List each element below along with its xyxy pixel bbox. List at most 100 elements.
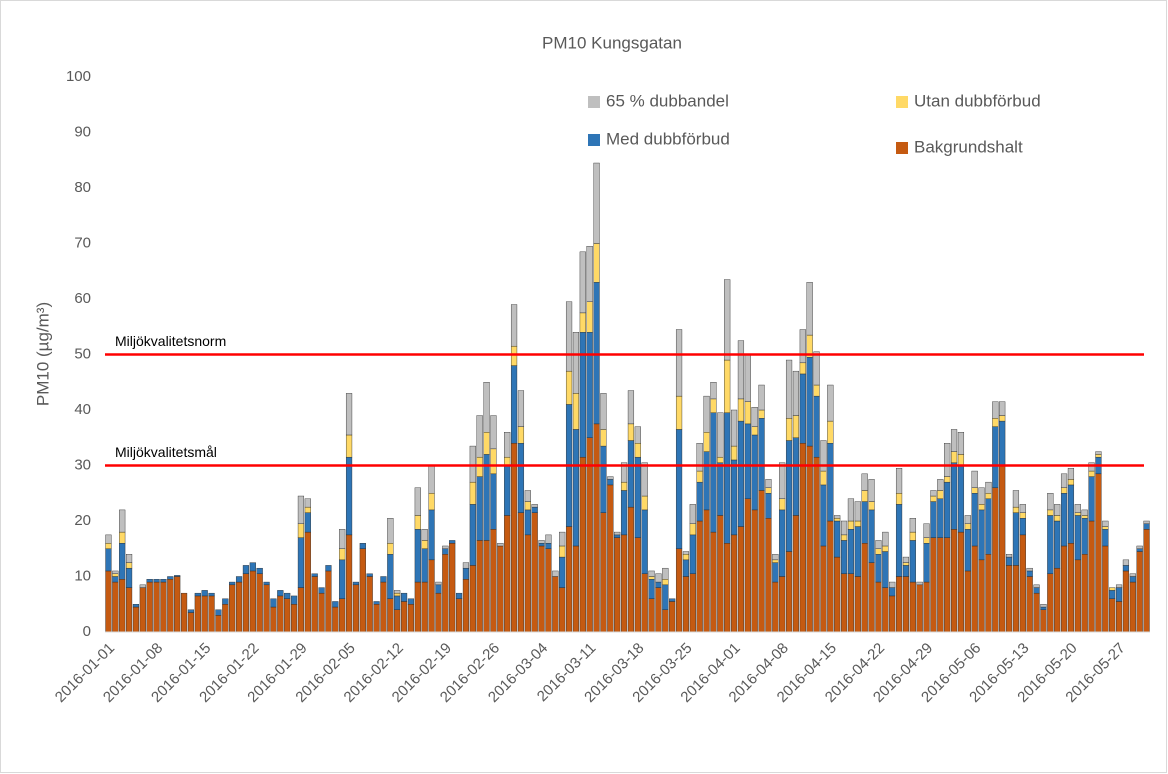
bar-segment (1060, 473, 1068, 488)
bar-segment (889, 587, 896, 597)
bar-segment (772, 559, 779, 563)
bar-segment (806, 445, 813, 633)
bar-segment (593, 162, 600, 244)
bar-segment (909, 540, 916, 583)
bar-segment (930, 490, 937, 497)
bar-segment (284, 598, 291, 633)
bar-segment (717, 462, 724, 516)
bar-segment (1026, 576, 1033, 633)
bar-segment (146, 579, 153, 583)
bar-segment (139, 584, 146, 588)
bar-segment (634, 443, 641, 458)
bar-segment (483, 432, 490, 455)
bar-segment (1122, 565, 1130, 572)
bar-segment (703, 509, 710, 633)
bar-segment (1012, 490, 1020, 508)
bar-segment (125, 567, 133, 588)
bar-segment (579, 456, 586, 633)
bar-segment (696, 470, 703, 483)
bar-segment (875, 581, 882, 633)
bar-segment (1005, 556, 1013, 566)
bar-segment (978, 504, 985, 511)
bar-segment (861, 490, 868, 502)
bar-segment (1026, 570, 1033, 577)
bar-segment (332, 606, 339, 633)
bar-segment (772, 562, 779, 583)
bar-segment (614, 531, 621, 536)
bar-segment (449, 543, 456, 633)
bar-segment (559, 556, 566, 588)
bar-segment (730, 445, 738, 461)
bar-segment (600, 445, 607, 513)
bar-segment (1060, 493, 1068, 547)
bar-segment (971, 493, 978, 547)
bar-segment (751, 426, 758, 436)
bar-segment (889, 595, 896, 633)
bar-segment (407, 604, 415, 633)
bar-segment (235, 576, 243, 583)
bar-segment (421, 548, 428, 583)
bar-segment (235, 581, 243, 633)
bar-segment (627, 506, 635, 633)
bar-segment (497, 543, 504, 547)
bar-segment (978, 559, 985, 633)
bar-segment (999, 415, 1006, 422)
legend-label: Bakgrundshalt (914, 137, 1023, 156)
bar-segment (978, 487, 985, 505)
bar-segment (1012, 512, 1020, 566)
bar-segment (380, 576, 387, 583)
bar-segment (1136, 548, 1143, 552)
bar-segment (277, 590, 284, 597)
y-tick-label: 40 (74, 401, 91, 418)
bar-segment (957, 432, 965, 455)
bar-segment (854, 520, 861, 527)
bar-segment (724, 279, 731, 361)
bar-segment (517, 512, 525, 633)
y-tick-label: 0 (83, 623, 91, 640)
bar-segment (834, 520, 841, 558)
bar-segment (930, 501, 937, 538)
bar-segment (187, 609, 195, 613)
bar-segment (792, 515, 800, 633)
bar-segment (112, 576, 119, 583)
bar-segment (538, 540, 545, 544)
bar-segment (297, 587, 305, 633)
bar-segment (167, 576, 174, 580)
bar-segment (387, 554, 394, 599)
bar-segment (1067, 479, 1075, 486)
bar-segment (1033, 587, 1040, 594)
bar-segment (868, 501, 875, 511)
bar-segment (270, 606, 277, 633)
bar-segment (160, 581, 167, 633)
bar-segment (304, 506, 311, 513)
bar-segment (600, 429, 607, 447)
bar-segment (1088, 520, 1095, 633)
y-axis-label: PM10 (µg/m³) (33, 302, 52, 406)
bar-segment (1033, 592, 1040, 633)
bar-segment (428, 465, 435, 494)
bar-segment (607, 479, 614, 486)
bar-segment (1040, 606, 1047, 611)
bar-segment (105, 570, 112, 633)
bar-segment (689, 573, 696, 633)
bar-segment (799, 362, 806, 375)
legend-swatch (588, 134, 600, 146)
bar-segment (1033, 584, 1040, 588)
bar-segment (449, 540, 456, 544)
bar-segment (387, 598, 394, 633)
bar-segment (311, 576, 318, 633)
bar-segment (153, 581, 160, 633)
bar-segment (1081, 515, 1088, 519)
bar-segment (1040, 604, 1047, 608)
bar-segment (710, 382, 717, 400)
bar-segment (895, 468, 903, 494)
bar-segment (339, 559, 346, 599)
bar-segment (394, 595, 401, 610)
bar-segment (854, 526, 861, 577)
bar-segment (813, 351, 820, 386)
y-tick-label: 60 (74, 290, 91, 307)
bar-segment (1054, 504, 1061, 516)
bar-segment (765, 493, 772, 519)
bar-segment (222, 604, 229, 633)
